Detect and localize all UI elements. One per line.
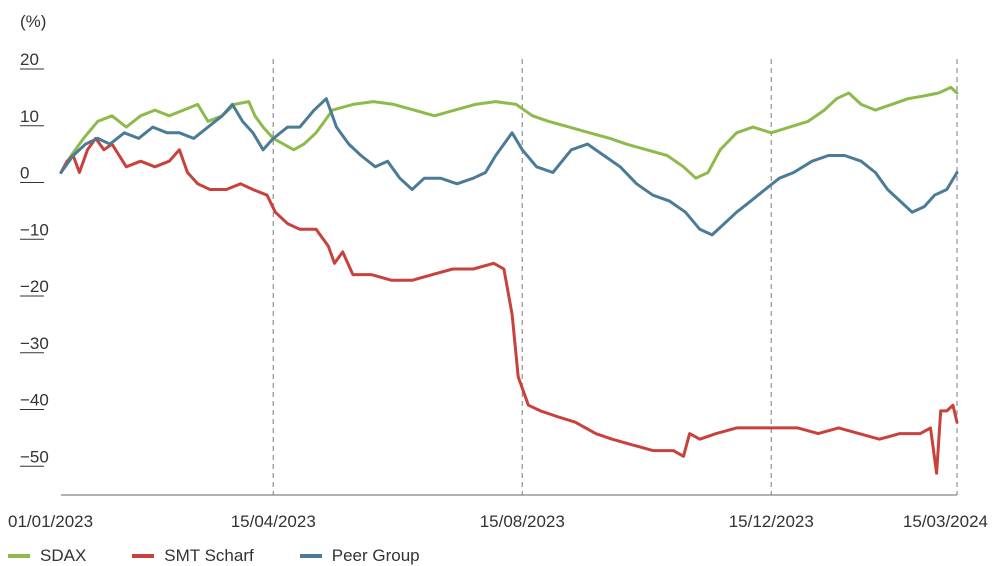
x-tick-label: 01/01/2023	[8, 512, 93, 531]
x-axis-ticks: 01/01/2023 15/04/2023 15/08/2023 15/12/2023…	[8, 512, 988, 531]
legend-item-sdax: SDAX	[8, 546, 86, 566]
legend-swatch-smt-scharf	[132, 554, 155, 558]
y-tick-label: 0	[20, 164, 29, 183]
legend-label-smt-scharf: SMT Scharf	[164, 546, 254, 565]
y-tick-label: −50	[20, 447, 49, 466]
y-tick-label: −30	[20, 334, 49, 353]
series-lines	[59, 85, 959, 475]
series-line-2	[59, 97, 959, 237]
y-tick-label: 10	[20, 107, 39, 126]
legend-item-smt-scharf: SMT Scharf	[132, 546, 254, 566]
legend-item-peer-group: Peer Group	[299, 546, 420, 566]
y-tick-label: 20	[20, 50, 39, 69]
x-tick-label: 15/12/2023	[729, 512, 814, 531]
legend-label-sdax: SDAX	[40, 546, 87, 565]
x-tick-label: 15/03/2024	[903, 512, 988, 531]
y-axis-unit-label: (%)	[20, 12, 46, 31]
series-line-0	[59, 85, 959, 180]
legend-swatch-peer-group	[299, 554, 322, 558]
y-tick-label: −10	[20, 220, 49, 239]
series-line-1	[59, 136, 959, 475]
x-tick-label: 15/08/2023	[480, 512, 565, 531]
y-axis-ticks: 20 10 0 −10 −20 −30 −40 −50	[20, 50, 49, 467]
legend-swatch-sdax	[8, 554, 30, 558]
y-tick-label: −40	[20, 391, 49, 410]
x-tick-label: 15/04/2023	[231, 512, 316, 531]
legend-label-peer-group: Peer Group	[331, 546, 420, 565]
y-tick-label: −20	[20, 277, 49, 296]
legend: SDAX SMT Scharf Peer Group	[8, 546, 420, 566]
